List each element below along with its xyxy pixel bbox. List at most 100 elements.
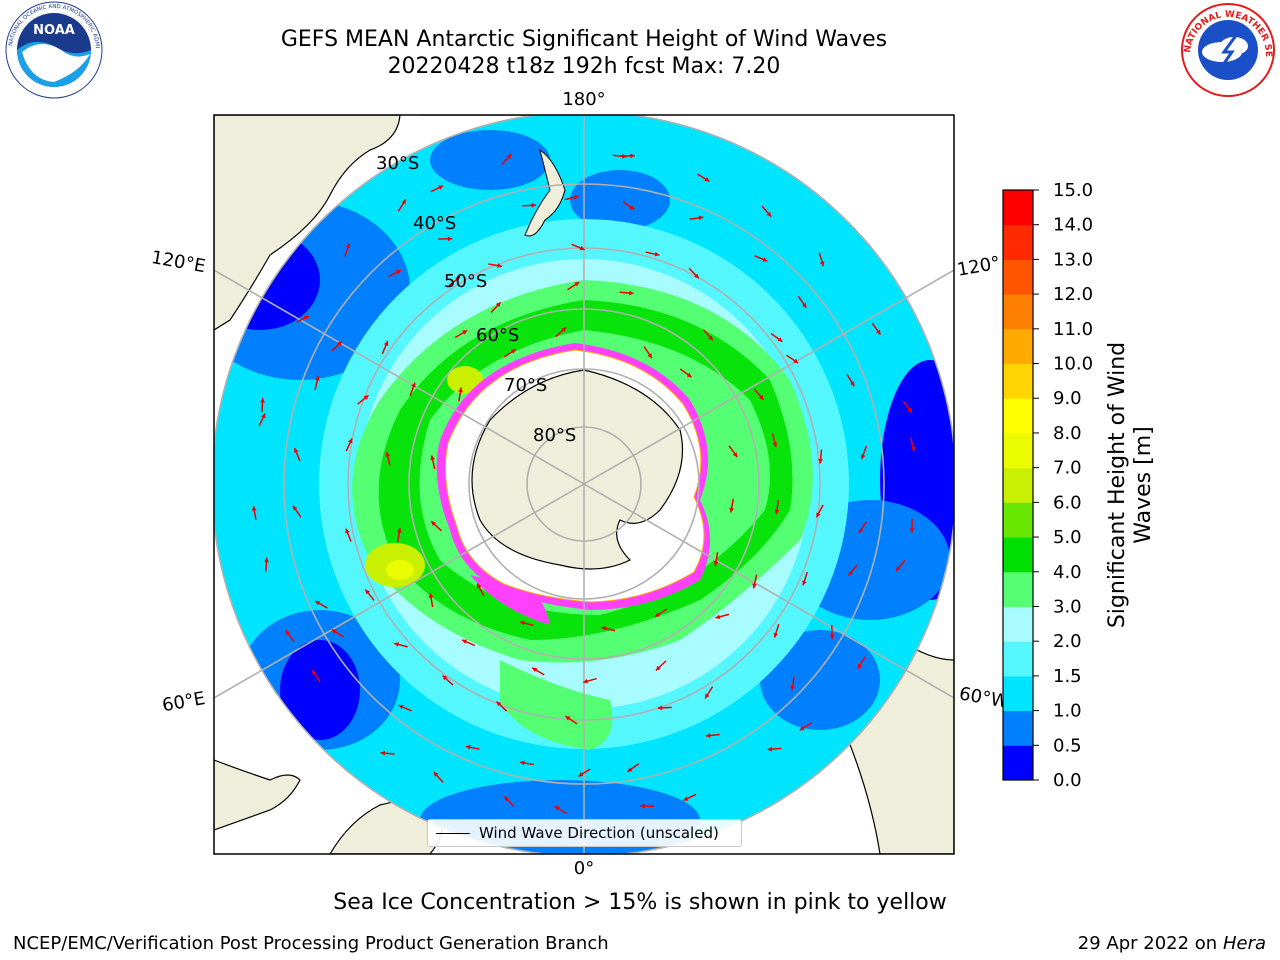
colorbar-tick-label: 8.0	[1053, 423, 1082, 444]
wave-direction-arrowhead	[713, 561, 719, 566]
wave-direction-arrowhead	[380, 750, 386, 756]
wave-direction-arrowhead	[314, 376, 320, 381]
wave-direction-arrowhead	[849, 381, 855, 387]
colorbar-segment	[1003, 710, 1033, 746]
wave-direction-arrowhead	[655, 612, 661, 617]
colorbar-tick-label: 0.5	[1053, 735, 1082, 756]
wave-direction-arrowhead	[385, 452, 391, 457]
wave-direction-arrowhead	[758, 394, 764, 400]
map-frame	[213, 114, 955, 855]
wave-direction-arrowhead	[801, 302, 807, 308]
wave-direction-arrowhead	[520, 760, 525, 766]
wave-direction-arrowhead	[554, 806, 560, 811]
footer-date: 29 Apr 2022 on Hera	[1077, 933, 1266, 954]
footer-host: Hera	[1222, 933, 1266, 954]
wave-direction-arrowhead	[531, 202, 537, 208]
colorbar-segment	[1003, 467, 1033, 503]
wave-direction-arrowhead	[705, 733, 711, 738]
wave-direction-arrowhead	[818, 458, 824, 464]
wave-direction-arrowhead	[477, 583, 482, 589]
wave-direction-arrowhead	[260, 398, 265, 403]
wave-direction-arrowhead	[312, 670, 317, 676]
wave-direction-arrowhead	[315, 601, 321, 606]
lat-label-40s: 40°S	[413, 213, 456, 234]
wave-direction-arrowhead	[752, 583, 757, 589]
wave-direction-arrowhead	[462, 639, 468, 644]
wave-direction-arrowhead	[793, 358, 799, 364]
wave-direction-arrowhead	[799, 725, 805, 731]
wave-direction-arrowhead	[455, 276, 461, 282]
plot-title: GEFS MEAN Antarctic Significant Height o…	[280, 27, 888, 52]
wave-direction-arrowhead	[506, 154, 512, 159]
wave-direction-arrowhead	[396, 528, 402, 533]
wave-direction-arrowhead	[909, 528, 915, 533]
wave-direction-arrowhead	[683, 796, 689, 801]
wave-direction-arrowhead	[640, 803, 645, 809]
lon-label-upper-right: 120°	[956, 253, 1002, 281]
lon-label-lower-left: 60°E	[161, 688, 207, 716]
wave-direction-arrowhead	[462, 330, 468, 335]
wave-direction-arrowhead	[401, 199, 406, 205]
wave-direction-arrowhead	[363, 395, 369, 400]
wave-direction-arrowhead	[561, 327, 567, 333]
wave-direction-arrowhead	[729, 507, 735, 513]
wave-direction-arrowhead	[496, 701, 502, 707]
lat-label-80s: 80°S	[533, 425, 576, 446]
colorbar-label-line1: Significant Height of Wind	[1105, 342, 1130, 628]
wave-direction-arrowhead	[532, 667, 538, 673]
colorbar-label-line2: Waves [m]	[1131, 426, 1156, 543]
wave-direction-arrowhead	[819, 261, 825, 267]
wave-direction-arrowhead	[411, 382, 416, 388]
colorbar-tick-label: 3.0	[1053, 596, 1082, 617]
wave-direction-arrowhead	[705, 693, 710, 699]
wave-direction-arrowhead	[579, 245, 585, 251]
map-area	[214, 115, 954, 854]
wave-direction-arrowhead	[773, 632, 779, 638]
wave-direction-arrowhead	[294, 448, 299, 454]
wave-direction-arrowhead	[442, 675, 448, 681]
colorbar-segment	[1003, 537, 1033, 573]
wave-direction-arrowhead	[694, 273, 699, 279]
lat-label-30s: 30°S	[376, 153, 419, 174]
wave-direction-arrowhead	[337, 341, 342, 347]
lat-label-60s: 60°S	[476, 325, 519, 346]
colorbar-tick-label: 14.0	[1053, 215, 1093, 236]
wave-direction-arrowhead	[630, 153, 635, 159]
colorbar-tick-label: 10.0	[1053, 354, 1093, 375]
colorbar-segment	[1003, 328, 1033, 365]
wave-direction-arrowhead	[438, 185, 444, 190]
wave-direction-arrowhead	[433, 772, 439, 777]
wave-direction-arrowhead	[348, 438, 353, 444]
wave-direction-arrowhead	[704, 176, 710, 182]
colorbar-tick-label: 15.0	[1053, 180, 1093, 201]
wave-direction-arrowhead	[365, 589, 370, 595]
wave-direction-arrowhead	[657, 705, 663, 711]
wave-direction-arrowhead	[504, 796, 510, 802]
lon-label-bottom: 0°	[574, 858, 594, 879]
lat-label-50s: 50°S	[444, 271, 487, 292]
wave-direction-arrowhead	[708, 335, 713, 341]
wave-direction-arrowhead	[251, 506, 257, 511]
colorbar	[1002, 189, 1034, 781]
wave-direction-arrowhead	[772, 442, 778, 448]
wave-direction-arrowhead	[292, 505, 298, 511]
wave-direction-arrowhead	[732, 452, 738, 458]
colorbar-tick-label: 1.5	[1053, 666, 1082, 687]
wave-direction-arrowhead	[431, 521, 437, 527]
colorbar-segment	[1003, 259, 1033, 295]
national-weather-service-logo: NATIONAL WEATHER SERVICE	[1178, 0, 1275, 97]
colorbar-tick-label: 9.0	[1053, 388, 1082, 409]
wave-direction-arrowhead	[848, 570, 854, 576]
wave-direction-arrowhead	[767, 746, 773, 752]
lon-label-lower-right: 60°W	[957, 683, 1010, 712]
wave-direction-arrowhead	[627, 767, 633, 772]
legend-line-sample	[436, 832, 470, 834]
wave-direction-arrowhead	[629, 290, 634, 296]
colorbar-tick-label: 1.0	[1053, 701, 1082, 722]
wave-direction-arrowhead	[565, 716, 571, 721]
colorbar-tick-label: 5.0	[1053, 527, 1082, 548]
wave-direction-arrowhead	[578, 772, 584, 777]
wave-direction-arrowhead	[858, 528, 864, 534]
wave-direction-arrowhead	[331, 629, 337, 634]
wave-direction-arrowhead	[394, 642, 400, 647]
